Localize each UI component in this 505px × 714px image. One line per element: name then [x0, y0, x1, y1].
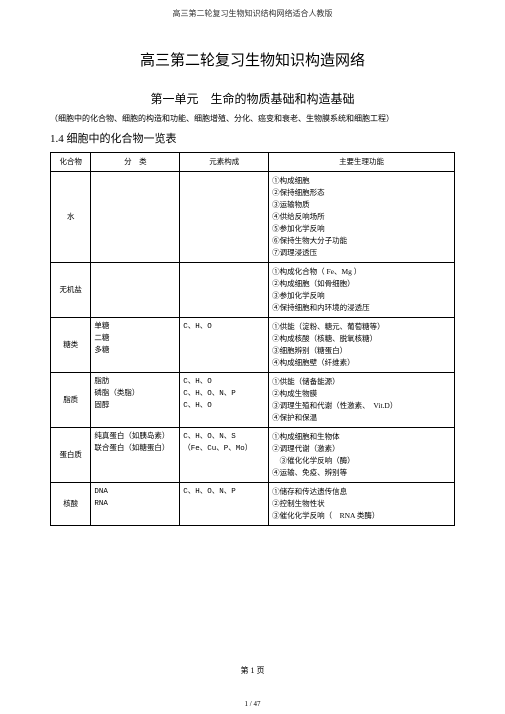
function-line: ③调理生殖和代谢（性激素、 Vit.D）	[272, 400, 451, 412]
function-line: ①构成细胞	[272, 175, 451, 187]
table-row: 无机盐 ①构成化合物（ Fe、Mg ）②构成细胞（如骨细胞）③参加化学反响④保持细…	[51, 263, 455, 318]
cell-function: ①构成细胞②保持细胞形态③运输物质④供给反响场所⑤参加化学反响⑥保持生物大分子功…	[269, 172, 455, 263]
function-line: ①供能（淀粉、糖元、葡萄糖等）	[272, 321, 451, 333]
function-line: ④保护和保温	[272, 412, 451, 424]
table-row: 糖类单糖二糖多糖C、H、O①供能（淀粉、糖元、葡萄糖等）②构成核酸（核糖、脱氧核…	[51, 318, 455, 373]
th-elements: 元素构成	[180, 153, 269, 172]
unit-title: 第一单元 生命的物质基础和构造基础	[50, 90, 455, 107]
function-line: ④运输、免疫、辨别等	[272, 467, 451, 479]
cell-elements: C、H、OC、H、O、N、PC、H、O	[180, 373, 269, 428]
th-function: 主要生理功能	[269, 153, 455, 172]
function-line: ③运输物质	[272, 199, 451, 211]
function-line: ⑤参加化学反响	[272, 223, 451, 235]
cell-compound: 糖类	[51, 318, 91, 373]
cell-elements: C、H、O	[180, 318, 269, 373]
cell-category: 纯真蛋白（如胰岛素）联合蛋白（如糖蛋白）	[91, 428, 180, 483]
cell-compound: 水	[51, 172, 91, 263]
compound-table: 化合物 分 类 元素构成 主要生理功能 水 ①构成细胞②保持细胞形态③运输物质④供…	[50, 152, 455, 526]
th-compound: 化合物	[51, 153, 91, 172]
cell-elements	[180, 172, 269, 263]
function-line: ②构成核酸（核糖、脱氧核糖）	[272, 333, 451, 345]
function-line: ②保持细胞形态	[272, 187, 451, 199]
section-heading: 1.4 细胞中的化合物一览表	[50, 130, 455, 146]
function-line: ②构成细胞（如骨细胞）	[272, 278, 451, 290]
function-line: ④供给反响场所	[272, 211, 451, 223]
cell-compound: 核酸	[51, 483, 91, 526]
table-row: 蛋白质纯真蛋白（如胰岛素）联合蛋白（如糖蛋白）C、H、O、N、S（Fe、Cu、P…	[51, 428, 455, 483]
function-line: ①构成细胞和生物体	[272, 431, 451, 443]
cell-elements: C、H、O、N、P	[180, 483, 269, 526]
cell-elements	[180, 263, 269, 318]
function-line: ②控制生物性状	[272, 498, 451, 510]
cell-function: ①构成化合物（ Fe、Mg ）②构成细胞（如骨细胞）③参加化学反响④保持细胞和内…	[269, 263, 455, 318]
function-line: ④构成细胞壁（纤维素）	[272, 357, 451, 369]
subtitle: （细胞中的化合物、细胞的构造和功能、细胞增殖、分化、癌变和衰老、生物膜系统和细胞…	[50, 113, 455, 124]
function-line: ①储存和传达遗传信息	[272, 486, 451, 498]
function-line: ④保持细胞和内环境的浸透压	[272, 302, 451, 314]
page-header: 高三第二轮复习生物知识结构网络适合人教版	[50, 8, 455, 19]
table-header-row: 化合物 分 类 元素构成 主要生理功能	[51, 153, 455, 172]
function-line: ③参加化学反响	[272, 290, 451, 302]
cell-category	[91, 263, 180, 318]
cell-elements: C、H、O、N、S（Fe、Cu、P、Mo）	[180, 428, 269, 483]
cell-compound: 脂质	[51, 373, 91, 428]
function-line: ②构成生物膜	[272, 388, 451, 400]
cell-category: 单糖二糖多糖	[91, 318, 180, 373]
cell-function: ①供能（储备能源）②构成生物膜③调理生殖和代谢（性激素、 Vit.D）④保护和保…	[269, 373, 455, 428]
cell-category: 脂肪磷脂（类脂）固醇	[91, 373, 180, 428]
function-line: ③细胞辨别（糖蛋白）	[272, 345, 451, 357]
cell-function: ①供能（淀粉、糖元、葡萄糖等）②构成核酸（核糖、脱氧核糖）③细胞辨别（糖蛋白）④…	[269, 318, 455, 373]
main-title: 高三第二轮复习生物知识构造网络	[50, 49, 455, 70]
table-row: 水 ①构成细胞②保持细胞形态③运输物质④供给反响场所⑤参加化学反响⑥保持生物大分子…	[51, 172, 455, 263]
function-line: ①构成化合物（ Fe、Mg ）	[272, 266, 451, 278]
page-number: 第 1 页	[0, 665, 505, 676]
table-row: 脂质脂肪磷脂（类脂）固醇C、H、OC、H、O、N、PC、H、O①供能（储备能源）…	[51, 373, 455, 428]
cell-compound: 蛋白质	[51, 428, 91, 483]
function-line: ⑦调理浸透压	[272, 247, 451, 259]
cell-function: ①构成细胞和生物体②调理代谢（激素） ③催化化学反响（酶）④运输、免疫、辨别等	[269, 428, 455, 483]
table-row: 核酸DNARNAC、H、O、N、P①储存和传达遗传信息②控制生物性状③催化化学反…	[51, 483, 455, 526]
cell-category: DNARNA	[91, 483, 180, 526]
function-line: ③催化化学反响（ RNA 类酶）	[272, 510, 451, 522]
cell-function: ①储存和传达遗传信息②控制生物性状③催化化学反响（ RNA 类酶）	[269, 483, 455, 526]
footer-number: 1 / 47	[0, 700, 505, 708]
function-line: ③催化化学反响（酶）	[272, 455, 451, 467]
function-line: ②调理代谢（激素）	[272, 443, 451, 455]
th-category: 分 类	[91, 153, 180, 172]
cell-category	[91, 172, 180, 263]
function-line: ①供能（储备能源）	[272, 376, 451, 388]
cell-compound: 无机盐	[51, 263, 91, 318]
function-line: ⑥保持生物大分子功能	[272, 235, 451, 247]
